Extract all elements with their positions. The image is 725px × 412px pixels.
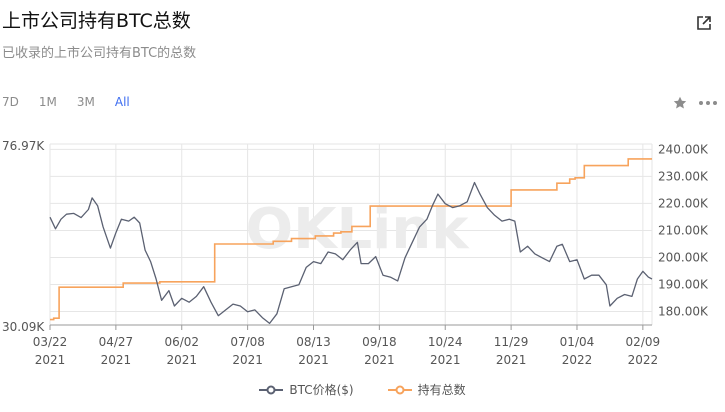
right-axis-tick-label: 190.00K — [658, 277, 709, 291]
time-range-tabs: 7D 1M 3M All — [2, 95, 130, 109]
x-axis-year-label: 2021 — [430, 353, 461, 367]
x-axis-tick-label: 02/09 — [626, 335, 661, 349]
legend-item-btc-price[interactable]: BTC价格($) — [259, 381, 354, 398]
x-axis-year-label: 2021 — [298, 353, 329, 367]
series-line-btc-price — [49, 181, 653, 325]
right-axis-tick-label: 230.00K — [658, 169, 709, 183]
page-subtitle: 已收录的上市公司持有BTC的总数 — [2, 46, 197, 61]
right-axis-tick-label: 240.00K — [658, 142, 709, 156]
x-axis-tick-label: 03/22 — [33, 335, 68, 349]
chart-legend: BTC价格($) 持有总数 — [0, 381, 725, 398]
x-axis-tick-label: 08/13 — [296, 335, 331, 349]
series-line-holdings — [50, 158, 652, 321]
line-chart: 180.00K 190.00K 200.00K 210.00K 220.00K 230.0… — [2, 139, 709, 367]
x-axis-year-label: 2022 — [562, 353, 593, 367]
left-axis-min-label: 30.09K — [2, 320, 45, 334]
x-axis-tick-label: 06/02 — [164, 335, 199, 349]
legend-marker-holdings — [387, 385, 412, 394]
range-1m[interactable]: 1M — [38, 95, 57, 109]
x-axis-year-label: 2022 — [628, 353, 659, 367]
x-axis-year-label: 2021 — [364, 353, 395, 367]
range-3m[interactable]: 3M — [76, 95, 95, 109]
watermark: OKLink — [246, 197, 471, 262]
x-axis-year-label: 2021 — [232, 353, 263, 367]
x-axis-year-label: 2021 — [101, 353, 132, 367]
x-axis-tick-label: 07/08 — [230, 335, 265, 349]
x-axis-tick-label: 01/04 — [560, 335, 595, 349]
x-axis-tick-label: 04/27 — [99, 335, 134, 349]
legend-label-holdings: 持有总数 — [417, 383, 466, 397]
chart-toolbar — [673, 96, 717, 110]
right-axis-tick-label: 180.00K — [658, 304, 709, 318]
right-axis-tick-label: 220.00K — [658, 196, 709, 210]
left-axis-max-label: 76.97K — [2, 139, 45, 153]
legend-marker-btc-price — [259, 385, 284, 394]
more-dots-icon[interactable] — [699, 101, 717, 105]
page-title: 上市公司持有BTC总数 — [2, 10, 191, 32]
range-7d[interactable]: 7D — [2, 95, 19, 109]
legend-item-holdings[interactable]: 持有总数 — [387, 381, 466, 398]
star-icon[interactable] — [673, 96, 687, 110]
x-axis-tick-label: 09/18 — [362, 335, 397, 349]
x-axis-year-label: 2021 — [166, 353, 197, 367]
right-axis-tick-label: 200.00K — [658, 250, 709, 264]
legend-label-btc-price: BTC价格($) — [289, 383, 354, 397]
x-axis-year-label: 2021 — [35, 353, 66, 367]
x-axis-tick-label: 10/24 — [428, 335, 463, 349]
x-axis-tick-label: 11/29 — [494, 335, 529, 349]
external-link-icon[interactable] — [695, 14, 713, 32]
x-axis-year-label: 2021 — [496, 353, 527, 367]
right-axis-tick-label: 210.00K — [658, 223, 709, 237]
range-all[interactable]: All — [114, 95, 130, 109]
